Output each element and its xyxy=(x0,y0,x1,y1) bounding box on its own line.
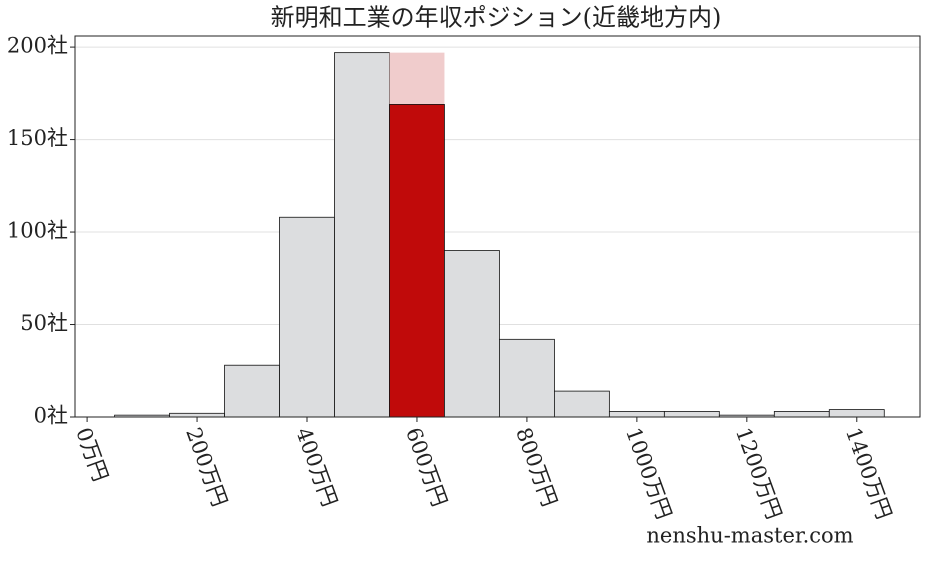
plot-frame xyxy=(74,35,921,418)
highlight-bar xyxy=(389,104,445,418)
bar xyxy=(169,412,225,418)
bar xyxy=(444,250,500,418)
x-tick-label: 1000万円 xyxy=(621,424,676,522)
bar xyxy=(499,338,555,418)
x-tick-label: 1200万円 xyxy=(731,424,786,522)
bar xyxy=(279,216,335,418)
x-tick-label: 1400万円 xyxy=(841,424,896,522)
bar xyxy=(773,411,830,418)
x-tick-label: 800万円 xyxy=(511,424,562,509)
bar xyxy=(828,409,885,418)
x-tick-label: 0万円 xyxy=(71,424,112,484)
bar xyxy=(663,411,720,418)
x-tick-label: 400万円 xyxy=(291,424,342,509)
chart-title: 新明和工業の年収ポジション(近畿地方内) xyxy=(271,4,722,32)
y-tick-label: 50社 xyxy=(20,311,68,335)
x-tick-label: 600万円 xyxy=(401,424,452,509)
y-tick-label: 150社 xyxy=(7,126,68,150)
y-tick-label: 200社 xyxy=(7,34,68,58)
bar xyxy=(608,411,665,418)
bar xyxy=(554,390,610,418)
bar xyxy=(334,52,390,418)
y-tick-label: 0社 xyxy=(34,404,68,428)
x-tick-label: 200万円 xyxy=(181,424,232,509)
bar xyxy=(224,364,280,418)
y-tick-label: 100社 xyxy=(7,219,68,243)
watermark: nenshu-master.com xyxy=(646,524,853,548)
